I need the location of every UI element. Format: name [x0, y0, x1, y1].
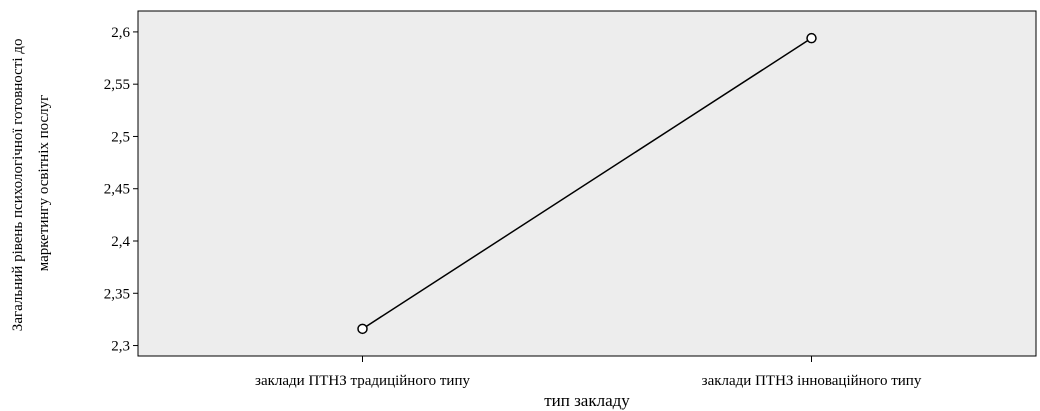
x-tick-label: заклади ПТНЗ інноваційного типу: [702, 373, 922, 389]
y-axis-label: Загальний рівень психологічної готовност…: [10, 35, 52, 331]
y-tick-label: 2,4: [111, 234, 130, 250]
y-axis: 2,3 2,35 2,4 2,45 2,5 2,55 2,6: [104, 25, 138, 355]
y-tick-label: 2,35: [104, 286, 130, 302]
y-tick-label: 2,5: [111, 129, 130, 145]
y-axis-label-line-2: маркетингу освітніх послуг: [36, 95, 52, 272]
x-tick-label: заклади ПТНЗ традиційного типу: [255, 373, 470, 389]
data-point: [357, 323, 368, 335]
series-layer: [357, 32, 817, 335]
y-tick-label: 2,3: [111, 339, 130, 355]
y-axis-label-line-1: Загальний рівень психологічної готовност…: [10, 39, 26, 332]
series-line: [362, 37, 812, 330]
y-tick-label: 2,55: [104, 77, 130, 93]
x-axis-label: тип закладу: [544, 391, 630, 410]
y-tick-label: 2,45: [104, 182, 130, 198]
x-axis: заклади ПТНЗ традиційного типу заклади ПТ…: [255, 356, 922, 389]
y-tick-label: 2,6: [111, 25, 130, 41]
data-point: [806, 32, 817, 44]
